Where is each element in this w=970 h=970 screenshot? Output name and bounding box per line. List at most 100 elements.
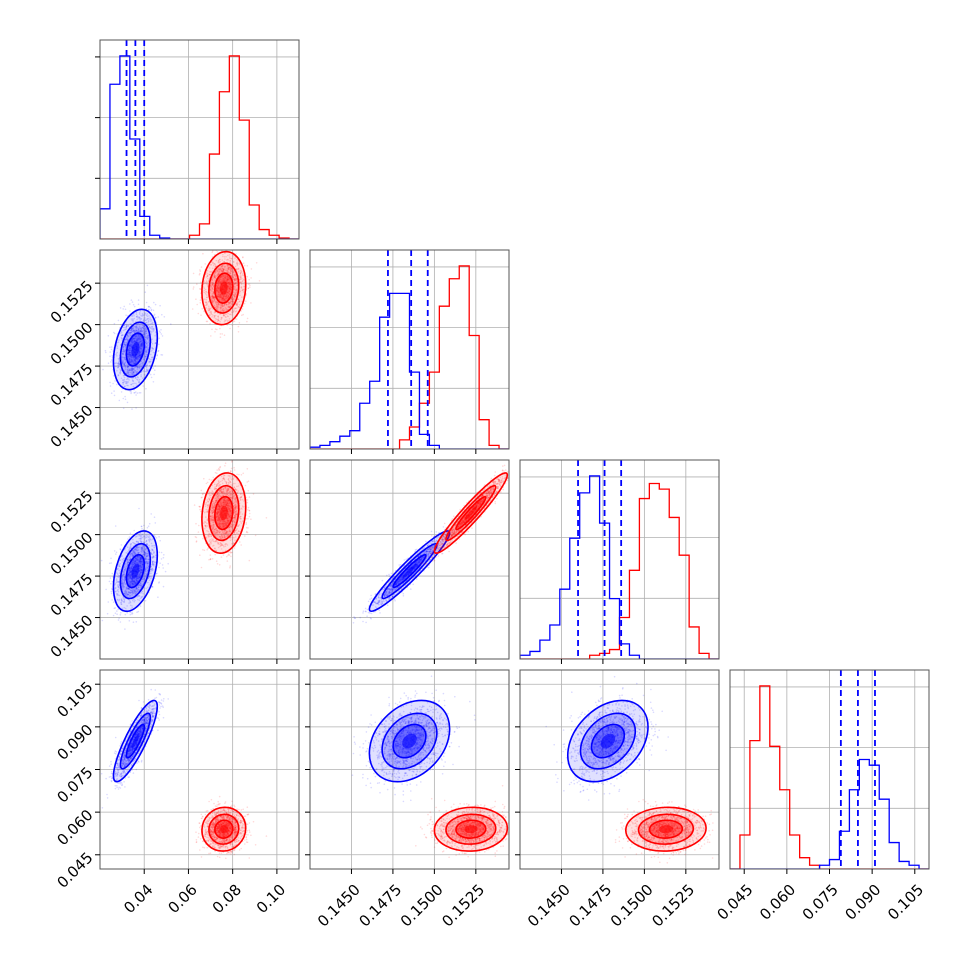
y-ticks <box>305 683 310 856</box>
x-tick-label: 0.1450 <box>524 881 574 931</box>
y-ticks <box>95 683 100 856</box>
x-tick-label: 0.04 <box>120 881 156 917</box>
x-tick-label: 0.1500 <box>607 881 657 931</box>
scatter-panel-2-1 <box>305 459 510 664</box>
x-ticks <box>560 869 687 874</box>
red-contour <box>219 281 228 295</box>
y-tick-label: 0.105 <box>53 678 96 721</box>
y-tick-label: 0.075 <box>53 763 96 806</box>
y-tick-label: 0.1525 <box>47 277 97 327</box>
red-contour <box>219 505 228 521</box>
x-tick-label: 0.045 <box>713 881 756 924</box>
y-tick-label: 0.1500 <box>47 318 97 368</box>
x-tick-label: 0.075 <box>799 881 842 924</box>
x-ticks <box>743 869 916 874</box>
y-tick-label: 0.1525 <box>47 487 97 537</box>
x-ticks <box>350 869 477 874</box>
y-tick-label: 0.1475 <box>47 360 97 410</box>
red-contour <box>658 825 674 834</box>
y-tick-label: 0.1450 <box>47 611 97 661</box>
axes-frame <box>99 249 300 450</box>
hist-panel-0 <box>95 39 300 244</box>
x-tick-label: 0.060 <box>756 881 799 924</box>
y-tick-label: 0.1475 <box>47 570 97 620</box>
blue-histogram-1 <box>310 292 509 449</box>
x-ticks <box>350 449 477 454</box>
x-tick-label: 0.10 <box>253 881 289 917</box>
x-tick-label: 0.105 <box>884 881 927 924</box>
axes-frame <box>309 459 510 660</box>
grid-lines <box>520 460 719 659</box>
blue-histogram-2 <box>520 475 719 659</box>
blue-contour <box>131 733 140 749</box>
blue-contour <box>600 733 616 749</box>
y-tick-label: 0.1500 <box>47 528 97 578</box>
x-tick-label: 0.1450 <box>314 881 364 931</box>
scatter-panel-3-0: 0.04 0.06 0.08 0.10 0.0450.0600.0750.0900.10… <box>53 669 300 917</box>
panel-content <box>100 460 268 630</box>
blue-histogram-0 <box>100 55 299 239</box>
red-contour <box>464 825 478 834</box>
hist-panel-3: 0.045 0.060 0.075 0.090 0.105 <box>713 669 930 924</box>
x-tick-label: 0.090 <box>841 881 884 924</box>
x-tick-label: 0.1500 <box>397 881 447 931</box>
y-ticks <box>95 282 100 409</box>
panel-content <box>730 670 929 869</box>
axes-frame <box>99 39 300 240</box>
y-tick-label: 0.1450 <box>47 401 97 451</box>
panel-content <box>351 675 509 859</box>
x-tick-label: 0.1475 <box>565 881 615 931</box>
grid-lines <box>100 460 299 659</box>
y-ticks <box>95 56 100 179</box>
x-ticks <box>143 659 278 664</box>
blue-histogram-3 <box>730 758 929 869</box>
panel-content <box>100 40 299 239</box>
x-ticks <box>143 869 278 874</box>
panel-content <box>102 250 261 410</box>
axes-frame <box>519 459 720 660</box>
grid-lines <box>100 670 299 869</box>
panel-content <box>545 675 714 864</box>
hist-panel-1 <box>309 249 510 454</box>
y-tick-label: 0.060 <box>53 806 96 849</box>
x-tick-label: 0.1475 <box>355 881 405 931</box>
red-histogram-2 <box>520 482 719 659</box>
panel-content <box>100 688 268 860</box>
axes-frame <box>99 459 300 660</box>
hist-panel-2 <box>519 459 720 664</box>
blue-contour <box>131 342 140 357</box>
axes-frame <box>309 249 510 450</box>
x-tick-label: 0.08 <box>209 881 245 917</box>
grid-lines <box>100 40 299 239</box>
x-ticks <box>350 659 477 664</box>
y-ticks <box>515 683 520 856</box>
red-contour <box>464 505 478 521</box>
x-tick-label: 0.06 <box>164 881 200 917</box>
blue-contour <box>131 563 140 579</box>
red-histogram-3 <box>730 685 929 869</box>
red-histogram-0 <box>100 55 299 239</box>
panel-content <box>352 464 509 624</box>
grid-lines <box>310 670 509 869</box>
panel-content <box>520 460 719 659</box>
red-contour <box>219 825 228 834</box>
red-histogram-1 <box>310 265 509 449</box>
y-ticks <box>95 492 100 619</box>
x-ticks <box>143 239 278 244</box>
panel-content <box>310 250 509 449</box>
x-tick-label: 0.1525 <box>438 881 488 931</box>
y-tick-label: 0.045 <box>53 849 96 892</box>
grid-lines <box>730 670 929 869</box>
blue-contour <box>402 563 417 579</box>
y-tick-label: 0.090 <box>53 721 96 764</box>
blue-contour <box>402 733 417 749</box>
x-ticks <box>560 659 687 664</box>
x-tick-label: 0.1525 <box>648 881 698 931</box>
y-ticks <box>305 492 310 619</box>
x-ticks <box>143 449 278 454</box>
